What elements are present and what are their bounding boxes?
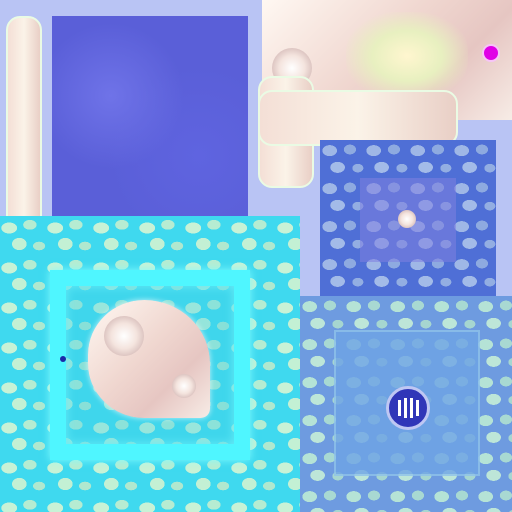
vent-grille-icon [386,386,430,430]
sparkle-glow [346,12,468,100]
shell-center-gem [104,316,144,356]
cyan-glow-frame [50,270,250,460]
vent-bars-icon [398,398,419,418]
magenta-dot-icon [482,44,500,62]
shell-small-gem [172,374,196,398]
shell-gem-icon [88,300,210,418]
small-gem [398,210,416,228]
l-connector-horizontal [258,90,458,146]
indigo-panel [52,16,248,216]
frame-dot [60,356,66,362]
